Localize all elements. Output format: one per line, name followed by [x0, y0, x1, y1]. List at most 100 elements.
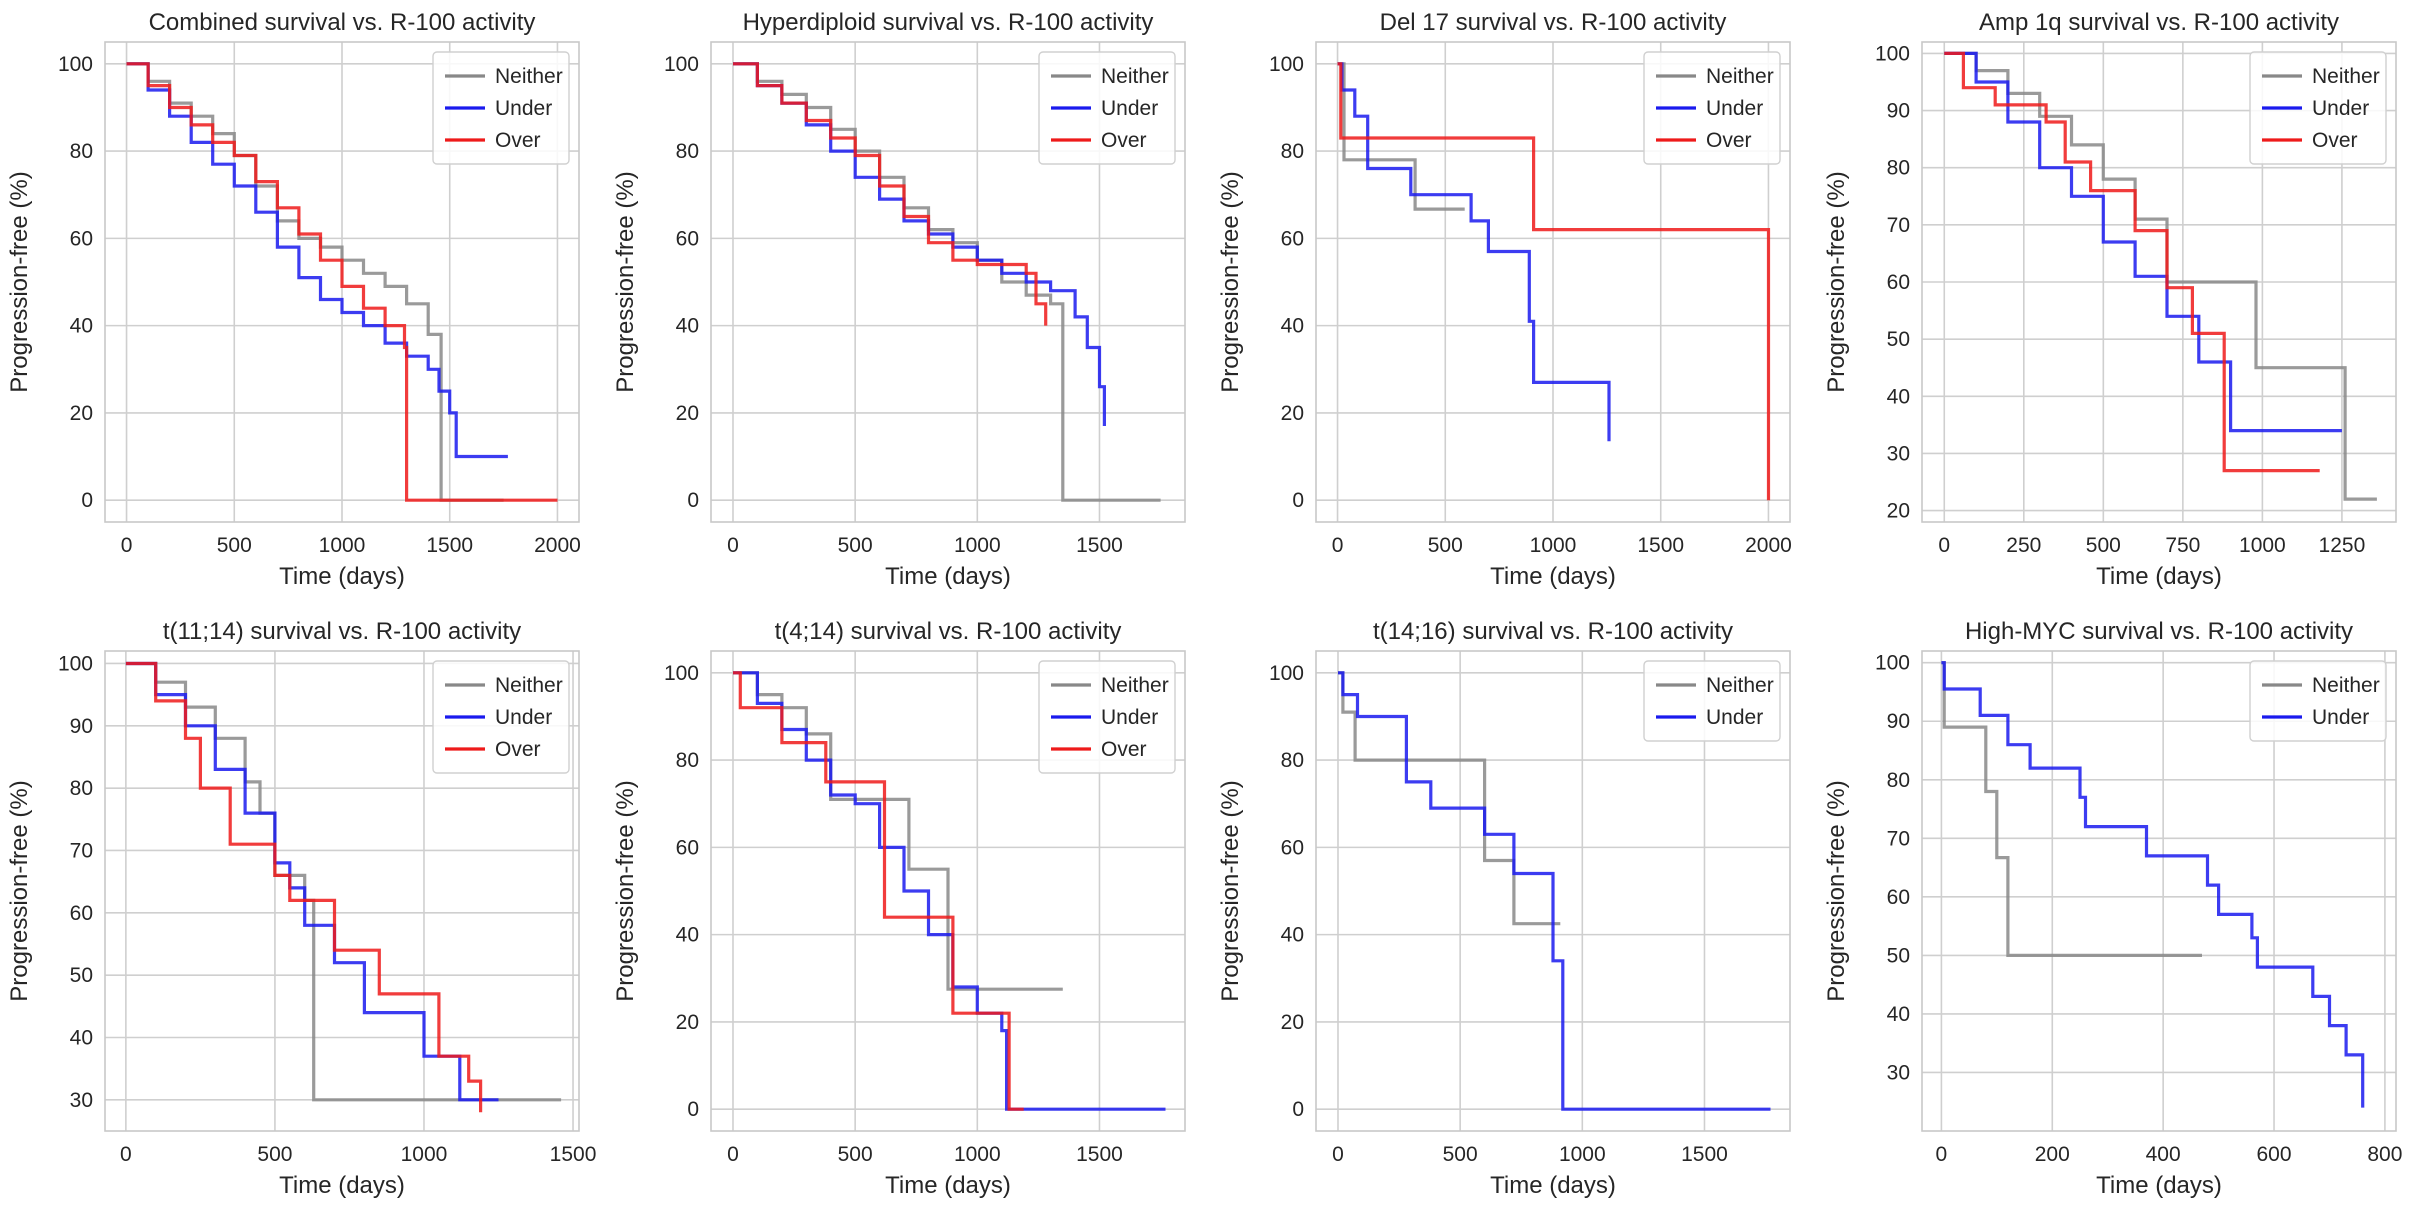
- x-tick-label: 200: [2035, 1143, 2070, 1166]
- series-line-over: [1337, 62, 1771, 501]
- chart-panel-3: 0 250 500 750 1000 1250 20 30 40 50 60 70 80 90 100 Amp…: [1823, 9, 2397, 590]
- y-tick-label: 40: [70, 315, 93, 338]
- y-axis-label: Progression-free (%): [1217, 171, 1244, 392]
- series-line-neither: [733, 62, 1161, 502]
- x-tick-label: 500: [2086, 534, 2121, 557]
- y-tick-label: 30: [70, 1089, 93, 1112]
- y-axis-label: Progression-free (%): [6, 171, 33, 392]
- x-tick-label: 800: [2367, 1143, 2402, 1166]
- y-tick-label: 80: [1281, 749, 1304, 772]
- series-line-over: [733, 671, 1024, 1111]
- y-tick-label: 60: [1887, 271, 1910, 294]
- x-tick-label: 1000: [2239, 534, 2286, 557]
- x-tick-label: 1500: [426, 534, 473, 557]
- legend-label: Under: [495, 97, 552, 120]
- x-tick-label: 1000: [1559, 1143, 1606, 1166]
- x-axis-label: Time (days): [1490, 563, 1616, 590]
- y-tick-label: 100: [664, 53, 699, 76]
- series-line-neither: [1337, 62, 1465, 211]
- x-tick-label: 500: [838, 534, 873, 557]
- y-tick-label: 30: [1887, 1061, 1910, 1084]
- x-tick-label: 1500: [1076, 534, 1123, 557]
- legend-label: Neither: [2312, 674, 2380, 697]
- x-tick-label: 0: [1936, 1143, 1948, 1166]
- x-tick-label: 1250: [2319, 534, 2366, 557]
- y-tick-label: 80: [1887, 157, 1910, 180]
- y-tick-label: 0: [687, 1098, 699, 1121]
- chart-title: Hyperdiploid survival vs. R-100 activity: [743, 9, 1154, 36]
- x-tick-label: 500: [217, 534, 252, 557]
- x-tick-label: 250: [2006, 534, 2041, 557]
- series-line-over: [125, 661, 483, 1113]
- x-tick-label: 1500: [1637, 534, 1684, 557]
- y-axis-label: Progression-free (%): [1823, 780, 1850, 1001]
- x-tick-label: 500: [1428, 534, 1463, 557]
- legend-box: [1643, 51, 1781, 165]
- x-axis-label: Time (days): [279, 1172, 405, 1199]
- y-tick-label: 70: [1887, 214, 1910, 237]
- series-line-neither: [733, 671, 1063, 991]
- y-tick-label: 40: [676, 315, 699, 338]
- y-tick-label: 0: [1292, 1098, 1304, 1121]
- legend-label: Over: [1101, 738, 1147, 761]
- series-line-neither: [1338, 671, 1561, 926]
- legend-label: Neither: [495, 674, 563, 697]
- x-tick-label: 500: [838, 1143, 873, 1166]
- plot-frame: [1921, 650, 2397, 1132]
- y-tick-label: 100: [1875, 652, 1910, 675]
- x-axis-label: Time (days): [2096, 563, 2222, 590]
- x-tick-label: 0: [1332, 1143, 1344, 1166]
- series-line-neither: [1944, 51, 2377, 501]
- y-tick-label: 100: [664, 662, 699, 685]
- legend-label: Under: [1706, 706, 1763, 729]
- y-tick-label: 80: [70, 777, 93, 800]
- legend: Neither Under Over: [1643, 51, 1781, 165]
- y-tick-label: 40: [676, 924, 699, 947]
- x-axis-label: Time (days): [279, 563, 405, 590]
- y-tick-label: 30: [1887, 442, 1910, 465]
- x-tick-label: 2000: [534, 534, 581, 557]
- plot-frame: [104, 650, 580, 1132]
- legend-label: Neither: [1101, 674, 1169, 697]
- legend-box: [432, 51, 570, 165]
- plot-frame: [710, 41, 1186, 523]
- x-tick-label: 600: [2257, 1143, 2292, 1166]
- y-tick-label: 50: [70, 964, 93, 987]
- chart-panel-1: 0 500 1000 1500 0 20 40 60 80 100 Hyperdiploid sur…: [612, 9, 1186, 590]
- legend-label: Over: [2312, 129, 2358, 152]
- chart-title: Combined survival vs. R-100 activity: [149, 9, 536, 36]
- y-tick-label: 70: [1887, 827, 1910, 850]
- x-tick-label: 0: [1332, 534, 1344, 557]
- plot-frame: [104, 41, 580, 523]
- series-line-under: [1944, 51, 2342, 433]
- chart-panel-4: 0 500 1000 1500 30 40 50 60 70 80 90 100 t(11;14) su…: [6, 618, 596, 1199]
- y-tick-label: 50: [1887, 944, 1910, 967]
- legend-label: Under: [2312, 706, 2369, 729]
- x-tick-label: 0: [121, 534, 133, 557]
- chart-panel-6: 0 500 1000 1500 0 20 40 60 80 100 t(14;16) surviva…: [1217, 618, 1791, 1199]
- plot-frame: [1315, 650, 1791, 1132]
- legend: Neither Under Over: [2249, 51, 2387, 165]
- y-tick-label: 80: [676, 140, 699, 163]
- chart-title: t(11;14) survival vs. R-100 activity: [163, 618, 521, 645]
- legend-label: Over: [495, 129, 541, 152]
- y-tick-label: 60: [1887, 886, 1910, 909]
- x-tick-label: 0: [727, 1143, 739, 1166]
- x-tick-label: 1000: [954, 534, 1001, 557]
- y-tick-label: 90: [1887, 100, 1910, 123]
- legend-label: Neither: [495, 65, 563, 88]
- legend: Neither Under Over: [432, 660, 570, 774]
- x-axis-label: Time (days): [2096, 1172, 2222, 1199]
- x-tick-label: 1000: [1530, 534, 1577, 557]
- series-line-under: [1941, 661, 2365, 1108]
- x-axis-label: Time (days): [1490, 1172, 1616, 1199]
- y-tick-label: 60: [1281, 836, 1304, 859]
- legend: Neither Under Over: [1038, 660, 1176, 774]
- legend-label: Over: [495, 738, 541, 761]
- y-axis-label: Progression-free (%): [1823, 171, 1850, 392]
- chart-title: High-MYC survival vs. R-100 activity: [1965, 618, 2353, 645]
- y-tick-label: 0: [1292, 489, 1304, 512]
- chart-panel-2: 0 500 1000 1500 2000 0 20 40 60 80 100 Del 17 survi…: [1217, 9, 1792, 590]
- chart-title: t(14;16) survival vs. R-100 activity: [1373, 618, 1733, 645]
- y-tick-label: 40: [1281, 315, 1304, 338]
